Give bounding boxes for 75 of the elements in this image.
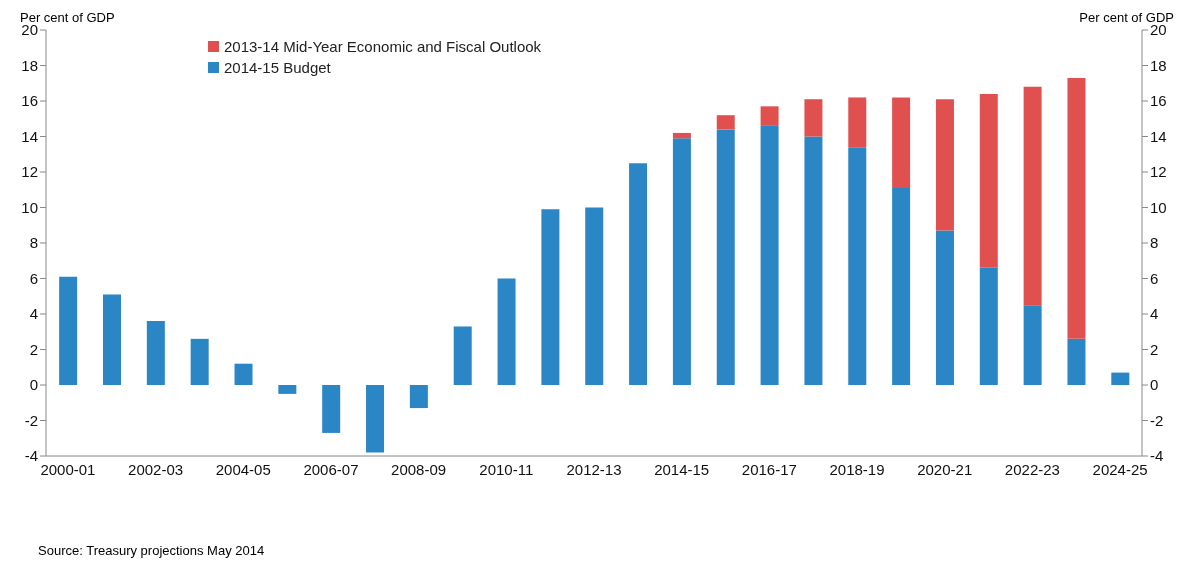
bar bbox=[366, 385, 385, 453]
y2-tick-label: -4 bbox=[1150, 447, 1164, 465]
bar bbox=[716, 115, 735, 130]
x-tick-label: 2010-11 bbox=[479, 460, 534, 478]
bar bbox=[453, 326, 472, 385]
y2-tick-label: 10 bbox=[1150, 198, 1167, 216]
y-tick-label: 8 bbox=[29, 234, 38, 252]
bar bbox=[672, 132, 691, 139]
bar bbox=[848, 97, 867, 148]
bar bbox=[760, 106, 779, 126]
bar bbox=[848, 147, 867, 385]
x-tick-label: 2012-13 bbox=[566, 460, 622, 478]
x-tick-label: 2004-05 bbox=[215, 460, 271, 478]
bar bbox=[672, 138, 691, 385]
bar bbox=[234, 363, 253, 385]
y2-tick-label: 0 bbox=[1150, 376, 1159, 394]
bar bbox=[278, 385, 297, 394]
legend-label: 2014-15 Budget bbox=[224, 59, 331, 76]
x-tick-label: 2020-21 bbox=[917, 460, 973, 478]
y-tick-label: -4 bbox=[24, 447, 38, 465]
x-tick-label: 2006-07 bbox=[303, 460, 359, 478]
y-tick-label: 0 bbox=[29, 376, 38, 394]
bar bbox=[804, 136, 823, 385]
bar bbox=[1023, 305, 1042, 385]
y-tick-label: 2 bbox=[29, 340, 38, 358]
y-tick-label: 4 bbox=[29, 305, 38, 323]
y2-tick-label: 8 bbox=[1150, 234, 1159, 252]
x-tick-label: 2014-15 bbox=[654, 460, 710, 478]
source-note: Source: Treasury projections May 2014 bbox=[38, 543, 265, 558]
bar bbox=[935, 99, 954, 231]
y2-tick-label: 18 bbox=[1150, 56, 1167, 74]
bar bbox=[541, 209, 560, 385]
bar bbox=[409, 385, 428, 409]
bar bbox=[629, 163, 648, 385]
bar bbox=[979, 93, 998, 268]
bar bbox=[935, 230, 954, 385]
bar bbox=[1111, 372, 1130, 385]
x-tick-label: 2024-25 bbox=[1092, 460, 1148, 478]
x-tick-label: 2002-03 bbox=[128, 460, 184, 478]
bar bbox=[190, 338, 209, 385]
bar bbox=[497, 278, 516, 385]
bar bbox=[59, 276, 78, 385]
y-tick-label: 14 bbox=[21, 127, 38, 145]
x-tick-label: 2008-09 bbox=[391, 460, 447, 478]
x-tick-label: 2018-19 bbox=[829, 460, 885, 478]
y-tick-label: -2 bbox=[24, 411, 38, 429]
bar bbox=[1067, 77, 1086, 339]
y2-tick-label: 12 bbox=[1150, 163, 1167, 181]
bar bbox=[892, 97, 911, 188]
bar bbox=[892, 187, 911, 385]
y2-tick-label: 6 bbox=[1150, 269, 1159, 287]
x-tick-label: 2000-01 bbox=[40, 460, 96, 478]
y2-tick-label: -2 bbox=[1150, 411, 1164, 429]
y2-tick-label: 14 bbox=[1150, 127, 1167, 145]
bar bbox=[1023, 86, 1042, 306]
y-tick-label: 6 bbox=[29, 269, 38, 287]
y-tick-label: 18 bbox=[21, 56, 38, 74]
y-tick-label: 12 bbox=[21, 163, 38, 181]
y2-tick-label: 4 bbox=[1150, 305, 1159, 323]
bar bbox=[322, 385, 341, 433]
bar bbox=[716, 129, 735, 385]
x-tick-label: 2016-17 bbox=[741, 460, 797, 478]
bar bbox=[585, 207, 604, 385]
y-tick-label: 10 bbox=[21, 198, 38, 216]
x-tick-label: 2022-23 bbox=[1004, 460, 1060, 478]
y2-tick-label: 16 bbox=[1150, 92, 1167, 110]
bar bbox=[102, 294, 121, 385]
y-tick-label: 16 bbox=[21, 92, 38, 110]
bar bbox=[1067, 338, 1086, 385]
y2-tick-label: 2 bbox=[1150, 340, 1159, 358]
bar bbox=[979, 267, 998, 385]
bar bbox=[804, 99, 823, 137]
bar bbox=[146, 321, 165, 385]
legend-label: 2013-14 Mid-Year Economic and Fiscal Outlook bbox=[224, 38, 542, 55]
bar bbox=[760, 125, 779, 385]
